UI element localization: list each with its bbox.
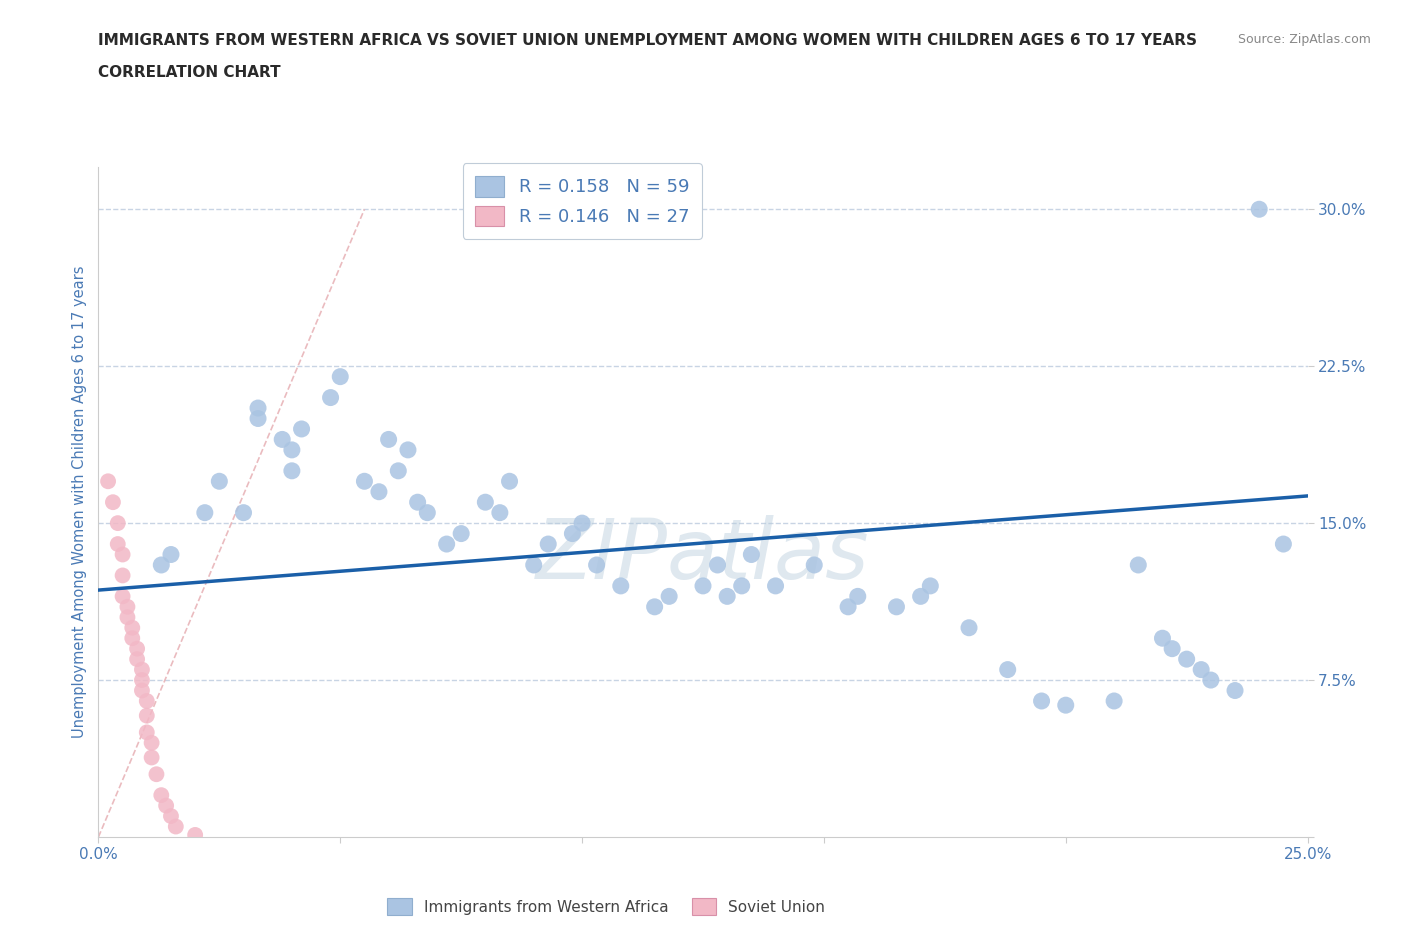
Point [232,505,254,520]
Point [846,589,869,604]
Point [194,505,217,520]
Point [387,463,409,478]
Point [489,505,512,520]
Point [1223,683,1246,698]
Point [281,463,304,478]
Point [117,610,139,625]
Point [107,537,129,551]
Point [910,589,932,604]
Point [436,537,458,551]
Text: CORRELATION CHART: CORRELATION CHART [98,65,281,80]
Point [1189,662,1212,677]
Point [141,750,163,764]
Point [610,578,633,593]
Point [731,578,754,593]
Point [716,589,738,604]
Point [141,736,163,751]
Point [1128,558,1150,573]
Point [107,516,129,531]
Text: ZIPatlas: ZIPatlas [536,515,870,596]
Point [1175,652,1198,667]
Point [135,694,157,709]
Point [803,558,825,573]
Point [165,819,187,834]
Point [1054,698,1077,712]
Point [537,537,560,551]
Point [150,558,173,573]
Point [160,547,183,562]
Point [281,443,304,458]
Point [121,631,143,645]
Point [1199,672,1222,687]
Point [837,600,859,615]
Point [1102,694,1125,709]
Point [692,578,714,593]
Point [765,578,787,593]
Point [145,766,167,781]
Point [111,568,134,583]
Point [474,495,496,510]
Point [585,558,607,573]
Point [329,369,352,384]
Point [644,600,666,615]
Point [416,505,439,520]
Point [121,620,143,635]
Point [353,474,375,489]
Point [160,809,183,824]
Y-axis label: Unemployment Among Women with Children Ages 6 to 17 years: Unemployment Among Women with Children A… [72,266,87,738]
Point [706,558,728,573]
Point [997,662,1019,677]
Point [101,495,124,510]
Point [117,600,139,615]
Point [290,421,312,436]
Point [920,578,942,593]
Point [1161,642,1184,657]
Point [135,709,157,724]
Point [127,652,149,667]
Point [131,683,153,698]
Point [523,558,546,573]
Point [247,401,270,416]
Point [150,788,173,803]
Point [271,432,294,447]
Point [406,495,429,510]
Point [450,526,472,541]
Point [377,432,399,447]
Point [1031,694,1053,709]
Point [131,662,153,677]
Point [561,526,583,541]
Point [1272,537,1295,551]
Point [396,443,419,458]
Point [368,485,391,499]
Point [1152,631,1174,645]
Point [135,725,157,740]
Point [155,798,177,813]
Point [247,411,270,426]
Point [957,620,980,635]
Point [319,391,342,405]
Point [571,516,593,531]
Point [184,828,207,843]
Point [131,672,153,687]
Point [740,547,762,562]
Text: Source: ZipAtlas.com: Source: ZipAtlas.com [1237,33,1371,46]
Point [1249,202,1271,217]
Point [111,547,134,562]
Legend: Immigrants from Western Africa, Soviet Union: Immigrants from Western Africa, Soviet U… [380,890,832,923]
Text: IMMIGRANTS FROM WESTERN AFRICA VS SOVIET UNION UNEMPLOYMENT AMONG WOMEN WITH CHI: IMMIGRANTS FROM WESTERN AFRICA VS SOVIET… [98,33,1198,47]
Point [111,589,134,604]
Point [886,600,908,615]
Point [127,642,149,657]
Point [208,474,231,489]
Point [498,474,520,489]
Point [97,474,120,489]
Point [658,589,681,604]
